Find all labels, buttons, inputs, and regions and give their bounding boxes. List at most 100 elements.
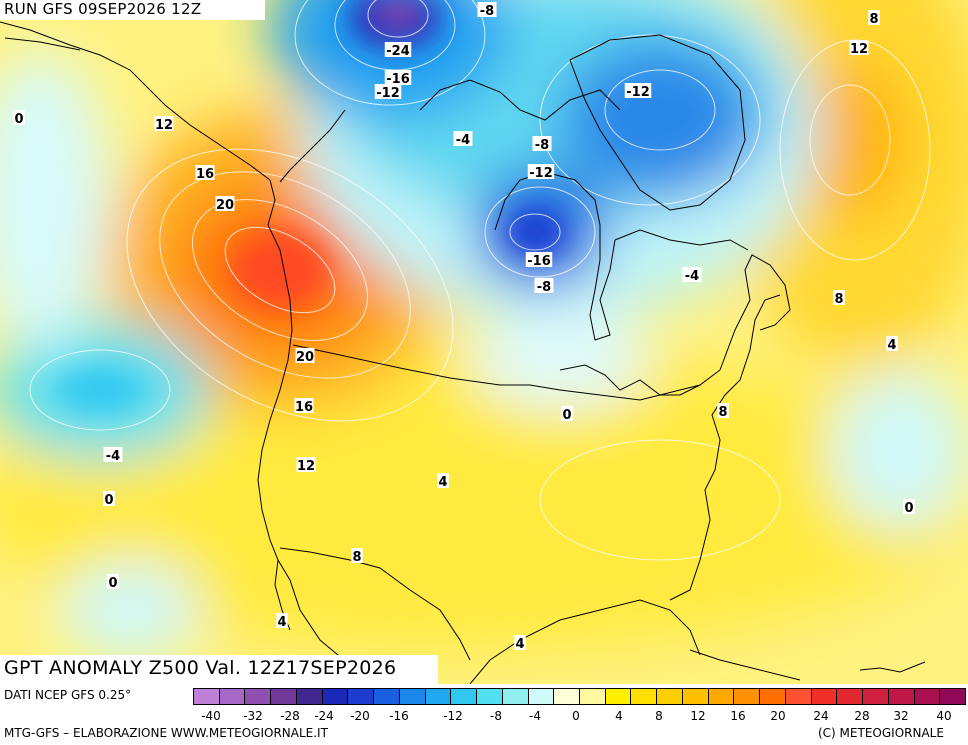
field-polar-low xyxy=(270,0,510,120)
legend-swatch xyxy=(554,689,581,704)
legend-tick-label: -12 xyxy=(443,709,463,723)
contour-label: 0 xyxy=(904,501,913,516)
contour-label: 4 xyxy=(887,338,896,353)
legend-swatch xyxy=(682,689,709,704)
map-title-box xyxy=(0,655,438,684)
contour-label: 4 xyxy=(438,475,447,490)
run-label: RUN GFS 09SEP2026 12Z xyxy=(4,0,202,18)
legend-swatch xyxy=(605,689,632,704)
coast-great-lakes xyxy=(559,364,701,396)
contour-label-bg xyxy=(561,406,573,421)
legend-swatch xyxy=(811,689,838,704)
coast-labrador xyxy=(614,229,749,251)
legend-swatch xyxy=(322,689,349,704)
contour-label-bg xyxy=(903,499,915,514)
contour-label: -4 xyxy=(106,449,120,464)
contour-label-bg xyxy=(103,491,115,506)
legend-tick-label: 28 xyxy=(854,709,870,723)
border-us-canada xyxy=(292,344,721,401)
contour-label-bg xyxy=(195,165,215,180)
coast-caribbean xyxy=(859,661,926,673)
contour-label-bg xyxy=(682,267,702,282)
contour-label: 0 xyxy=(562,408,571,423)
contour-label-bg xyxy=(276,613,288,628)
legend-tick-label: 40 xyxy=(936,709,952,723)
legend-tick-label: -40 xyxy=(201,709,221,723)
contour-label-bg xyxy=(215,196,235,211)
legend-swatch xyxy=(837,689,864,704)
contour-label-bg xyxy=(886,336,898,351)
legend-tick-label: 20 xyxy=(770,709,786,723)
legend-swatch xyxy=(940,689,966,704)
contour-label: 20 xyxy=(216,198,234,213)
contour-polar-1 xyxy=(367,0,429,38)
contour-label: -12 xyxy=(529,166,553,181)
anomaly-field xyxy=(0,0,968,660)
coast-gulf xyxy=(469,599,701,684)
legend-tick-label: 16 xyxy=(730,709,746,723)
coast-arctic-islands xyxy=(419,79,621,121)
legend-swatch xyxy=(580,689,606,704)
contour-label-bg xyxy=(384,70,412,85)
contour-label-bg xyxy=(833,290,845,305)
contour-label-bg xyxy=(525,252,553,267)
contour-label: -16 xyxy=(527,254,551,269)
contour-label-bg xyxy=(103,447,123,462)
contour-label: 0 xyxy=(108,576,117,591)
field-warm-belt xyxy=(0,350,968,650)
contour-label: 8 xyxy=(869,12,878,27)
map-title: GPT ANOMALY Z500 Val. 12Z17SEP2026 xyxy=(4,657,397,679)
color-legend xyxy=(193,688,966,705)
contour-label: -12 xyxy=(376,86,400,101)
contour-polar-3 xyxy=(294,0,486,106)
contour-label-bg xyxy=(295,348,315,363)
field-greenland-low xyxy=(560,40,760,200)
contour-label-bg xyxy=(154,116,174,131)
contour-label: -12 xyxy=(626,85,650,100)
contour-label: -16 xyxy=(386,72,410,87)
coast-aleutians xyxy=(4,37,81,51)
coast-pacific-nw xyxy=(257,179,381,684)
contour-west-1 xyxy=(224,226,336,314)
legend-tick-label: -16 xyxy=(389,709,409,723)
contour-label: 16 xyxy=(295,400,313,415)
legend-swatch xyxy=(399,689,426,704)
legend-swatch xyxy=(477,689,503,704)
legend-tick-label: -24 xyxy=(314,709,334,723)
contour-label-bg xyxy=(534,278,554,293)
contour-label-bg xyxy=(351,548,363,563)
legend-tick-label: 24 xyxy=(813,709,829,723)
legend-swatch xyxy=(425,689,452,704)
contour-label: -4 xyxy=(456,133,470,148)
contour-label: -4 xyxy=(685,269,699,284)
contour-label: 4 xyxy=(515,637,524,652)
field-hudson-core xyxy=(507,210,563,254)
credit-right: (C) METEOGIORNALE xyxy=(818,726,944,740)
field-polar-center xyxy=(376,0,420,27)
contour-west-2 xyxy=(191,199,369,341)
legend-swatch xyxy=(785,689,812,704)
field-pacific-cool xyxy=(0,50,110,350)
credit-left: MTG-GFS – ELABORAZIONE WWW.METEOGIORNALE… xyxy=(4,726,328,740)
contour-greenland-2 xyxy=(539,34,761,206)
field-mid-atlantic-cool xyxy=(830,370,968,530)
contour-label-bg xyxy=(107,574,119,589)
contour-pacific-1 xyxy=(29,349,171,431)
contour-label: 8 xyxy=(352,550,361,565)
contour-label-bg xyxy=(532,136,552,151)
contour-label-bg xyxy=(868,10,880,25)
legend-swatch xyxy=(219,689,246,704)
contour-label-bg xyxy=(13,110,25,125)
contour-hudson-1 xyxy=(509,213,561,251)
legend-tick-label: 4 xyxy=(615,709,623,723)
border-us-mexico xyxy=(279,547,471,661)
contour-label-bg xyxy=(437,473,449,488)
contour-label: 0 xyxy=(104,493,113,508)
legend-swatch xyxy=(760,689,786,704)
legend-swatch xyxy=(888,689,915,704)
contour-lines xyxy=(29,0,931,561)
field-lakes-cool xyxy=(470,310,650,410)
legend-swatch xyxy=(296,689,323,704)
legend-swatch xyxy=(657,689,683,704)
